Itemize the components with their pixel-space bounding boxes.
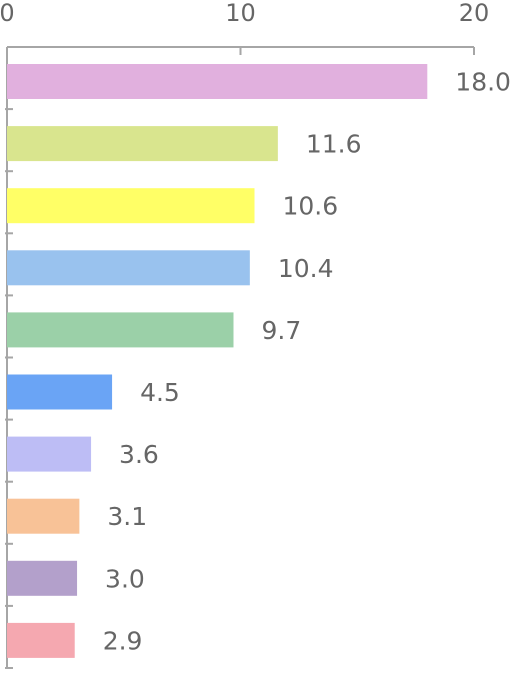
x-tick-label: 0 (0, 0, 15, 27)
bar-value-label: 11.6 (306, 130, 362, 159)
x-tick-label: 10 (225, 0, 256, 27)
bar (7, 250, 250, 286)
bar (7, 498, 80, 534)
bar-value-label: 3.0 (105, 564, 145, 593)
bar (7, 312, 234, 348)
bar (7, 560, 78, 596)
bar-value-label: 10.6 (283, 192, 339, 221)
bars (7, 64, 428, 658)
bar-value-label: 4.5 (140, 378, 180, 407)
bar (7, 436, 92, 472)
bar-value-label: 10.4 (278, 254, 334, 283)
x-tick-label: 20 (459, 0, 490, 27)
bar (7, 622, 75, 658)
bar (7, 126, 278, 162)
bar (7, 64, 428, 99)
bar-value-label: 18.0 (455, 68, 511, 97)
bar (7, 188, 255, 224)
bar-value-label: 2.9 (103, 626, 143, 655)
bar-value-label: 9.7 (261, 316, 301, 345)
bar (7, 374, 113, 410)
bar-value-label: 3.6 (119, 440, 159, 469)
bar-value-label: 3.1 (107, 502, 147, 531)
data-labels: 18.0 11.6 10.6 10.4 9.7 4.5 3.6 3.1 3.0 2.9 (103, 68, 511, 656)
